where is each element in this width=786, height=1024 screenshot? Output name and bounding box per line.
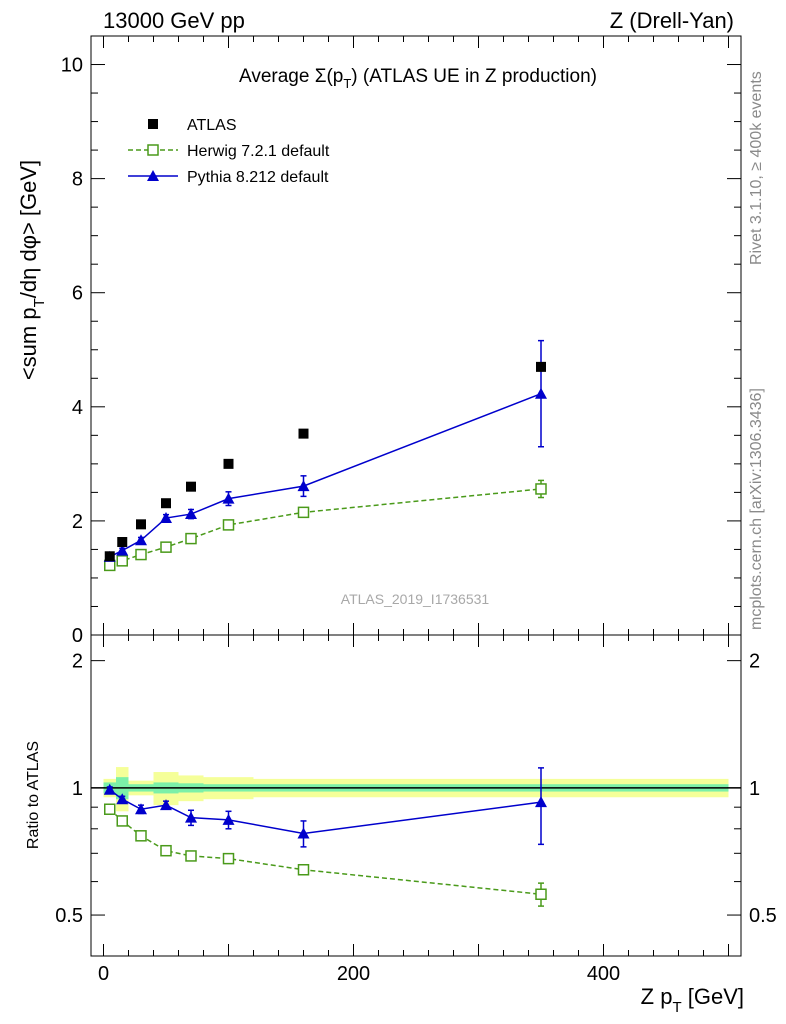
pythia-point: [297, 827, 310, 839]
pythia-point: [185, 508, 197, 520]
atlas-point: [104, 551, 115, 562]
header-left: 13000 GeV pp: [103, 8, 245, 33]
y-tick-label: 0: [72, 625, 83, 647]
pythia-point: [103, 783, 116, 795]
y-axis-title: <sum pT/dη dφ> [GeV]: [16, 160, 48, 380]
main-series: [103, 339, 547, 572]
legend-marker: [147, 170, 159, 181]
pythia-point: [185, 811, 197, 823]
rivet-note: Rivet 3.1.10, ≥ 400k events: [748, 71, 765, 265]
legend-label: Herwig 7.2.1 default: [187, 143, 330, 160]
pythia-point: [160, 512, 172, 524]
herwig-point: [116, 555, 128, 567]
herwig-point: [160, 541, 172, 553]
pythia-point: [222, 492, 235, 504]
mcplots-note: mcplots.cern.ch [arXiv:1306.3436]: [748, 388, 765, 630]
x-tick-label: 0: [98, 963, 109, 985]
x-tick-label: 400: [587, 963, 620, 985]
legend-marker: [148, 119, 158, 129]
ratio-series: [103, 767, 547, 907]
herwig-line: [109, 808, 542, 895]
pythia-point: [222, 813, 235, 825]
ratio-axis-title: Ratio to ATLAS: [25, 741, 42, 849]
herwig-point: [135, 830, 147, 842]
y-tick-label: 10: [61, 55, 83, 77]
x-axis-title: Z pT [GeV]: [641, 984, 744, 1016]
pythia-point: [116, 544, 129, 556]
herwig-point: [185, 532, 197, 545]
herwig-point: [535, 888, 547, 901]
plot-title: Average Σ(pT) (ATLAS UE in Z production): [239, 66, 597, 91]
pythia-point: [135, 803, 147, 815]
atlas-point: [117, 537, 128, 548]
x-tick-label: 200: [337, 963, 370, 985]
y-tick-label: 2: [72, 651, 83, 673]
y-tick-label-right: 1: [749, 778, 760, 800]
x-tick-labels: 0 200 400: [98, 963, 620, 985]
y-tick-label: 0.5: [55, 905, 83, 927]
herwig-point: [160, 844, 172, 857]
atlas-point: [536, 361, 546, 372]
ratio-axis-ticks: [91, 635, 741, 957]
y-tick-label-right: 0.5: [749, 905, 777, 927]
analysis-watermark: ATLAS_2019_I1736531: [341, 591, 490, 607]
pythia-point: [116, 793, 129, 805]
y-tick-label-right: 2: [749, 651, 760, 673]
legend-marker: [147, 144, 159, 156]
pythia-point: [297, 480, 310, 492]
pythia-point: [160, 799, 172, 811]
herwig-point: [135, 548, 147, 561]
herwig-point: [185, 850, 197, 862]
pythia-line: [109, 392, 542, 558]
atlas-point: [186, 481, 196, 492]
y-tick-label: 8: [72, 169, 83, 191]
herwig-point: [297, 506, 310, 519]
main-y-tick-labels: 0 2 4 6 8 10: [61, 55, 83, 647]
legend: ATLAS Herwig 7.2.1 default Pythia 8.212 de…: [128, 117, 330, 186]
herwig-line: [109, 488, 542, 567]
atlas-point: [223, 458, 234, 469]
y-tick-label: 6: [72, 283, 83, 305]
ratio-frame: [90, 634, 742, 957]
herwig-point: [116, 815, 128, 827]
herwig-point: [222, 852, 235, 865]
legend-label: ATLAS: [187, 117, 237, 134]
herwig-point: [104, 803, 116, 815]
herwig-point: [222, 519, 235, 531]
atlas-point: [161, 498, 171, 509]
header-right: Z (Drell-Yan): [610, 8, 734, 33]
main-panel: 0 2 4 6 8 10 Average Σ(pT) (ATLAS UE in Z pro…: [16, 35, 742, 647]
legend-label: Pythia 8.212 default: [187, 169, 329, 186]
y-tick-label: 4: [72, 397, 83, 419]
pythia-point: [535, 387, 547, 399]
herwig-point: [104, 559, 116, 572]
atlas-point: [136, 519, 146, 530]
ratio-uncertainty-band: [103, 767, 729, 812]
ratio-y-tick-labels: 0.5 0.5 1 1 2 2: [55, 651, 777, 927]
y-tick-label: 2: [72, 511, 83, 533]
atlas-point: [298, 428, 309, 439]
pythia-point: [535, 796, 547, 808]
y-tick-label: 1: [72, 778, 83, 800]
pythia-point: [135, 534, 147, 546]
ratio-panel: 0.5 0.5 1 1 2 2 0 200 400 Ratio to ATLAS Z pT […: [25, 634, 777, 1016]
herwig-point: [535, 483, 547, 495]
herwig-point: [297, 863, 310, 876]
